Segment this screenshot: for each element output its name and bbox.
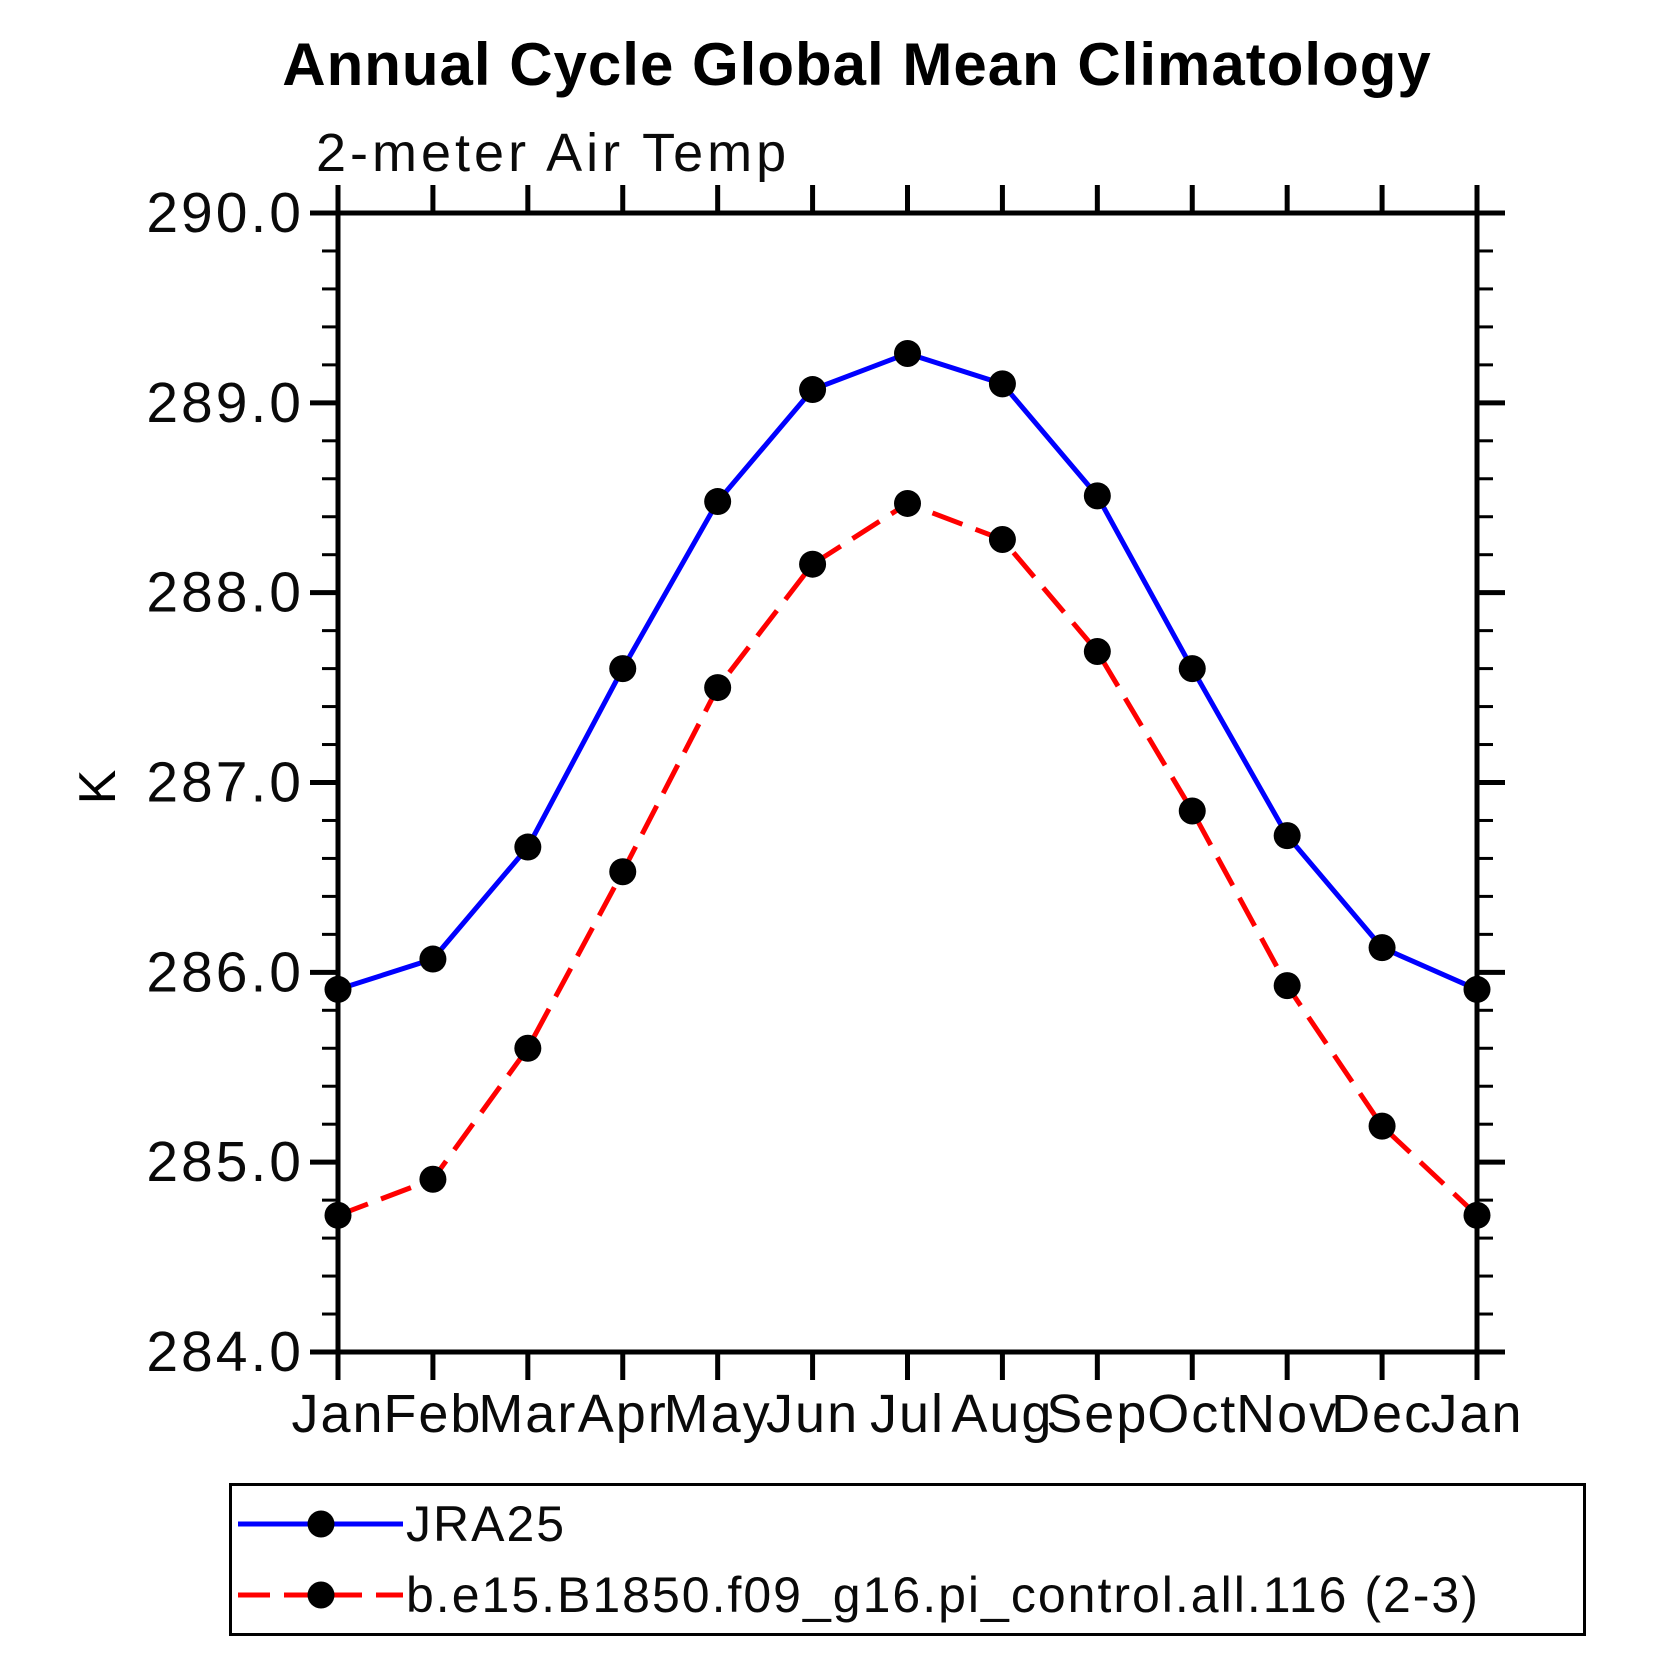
data-point-1-feb-1 (419, 1165, 447, 1193)
data-point-1-nov-10 (1273, 972, 1301, 1000)
chart-subtitle: 2-meter Air Temp (316, 123, 791, 183)
data-point-1-oct-9 (1178, 797, 1206, 825)
data-point-0-apr-3 (609, 655, 637, 683)
x-tick-label: Sep (1046, 1384, 1148, 1444)
chart-title: Annual Cycle Global Mean Climatology (282, 31, 1432, 98)
x-tick-label: May (664, 1384, 772, 1444)
y-tick-label: 286.0 (146, 940, 304, 1004)
data-point-1-mar-2 (514, 1034, 542, 1062)
x-tick-label: Jan (291, 1384, 384, 1444)
legend-item-model: b.e15.B1850.f09_g16.pi_control.all.116 (… (232, 1561, 1583, 1629)
y-tick-label: 287.0 (146, 751, 304, 815)
data-point-1-aug-7 (988, 526, 1016, 554)
data-point-0-mar-2 (514, 833, 542, 861)
x-tick-label: Apr (578, 1384, 668, 1444)
x-tick-label: Jul (870, 1384, 945, 1444)
plot-frame (335, 210, 1480, 1355)
y-tick-label: 289.0 (146, 371, 304, 435)
x-tick-label: Nov (1236, 1384, 1338, 1444)
data-point-0-sep-8 (1083, 482, 1111, 510)
x-tick-label: Dec (1331, 1384, 1433, 1444)
x-tick-label: Jan (1430, 1384, 1523, 1444)
data-point-0-aug-7 (988, 370, 1016, 398)
y-tick-label: 290.0 (146, 181, 304, 245)
data-point-1-sep-8 (1083, 638, 1111, 666)
legend-marker-sample-0 (307, 1510, 335, 1538)
data-point-0-may-4 (704, 488, 732, 516)
y-tick-label: 288.0 (146, 561, 304, 625)
data-point-0-jul-6 (894, 339, 921, 367)
x-tick-label: Oct (1147, 1384, 1237, 1444)
x-tick-label: Aug (951, 1384, 1053, 1444)
data-point-0-oct-9 (1178, 655, 1206, 683)
x-tick-label: Mar (478, 1384, 577, 1444)
data-point-0-dec-11 (1368, 934, 1396, 962)
x-tick-label: Jun (766, 1384, 859, 1444)
legend-item-jra25: JRA25 (232, 1490, 1583, 1558)
data-point-0-feb-1 (419, 945, 447, 973)
y-tick-label: 284.0 (146, 1320, 304, 1384)
x-tick-label: Feb (383, 1384, 482, 1444)
data-point-0-jun-5 (799, 376, 827, 404)
data-point-1-jan-12 (1463, 1201, 1491, 1229)
data-point-1-jun-5 (799, 550, 827, 578)
data-point-0-nov-10 (1273, 822, 1301, 850)
legend: JRA25 b.e15.B1850.f09_g16.pi_control.all… (229, 1483, 1586, 1636)
data-point-1-dec-11 (1368, 1112, 1396, 1140)
legend-key-line-0 (238, 1510, 403, 1538)
legend-marker-sample-1 (307, 1581, 335, 1609)
data-point-0-jan-0 (324, 975, 352, 1003)
y-tick-label: 285.0 (146, 1130, 304, 1194)
data-point-1-jan-0 (324, 1201, 352, 1229)
data-point-1-apr-3 (609, 858, 637, 886)
data-point-1-may-4 (704, 674, 732, 702)
legend-label-model: b.e15.B1850.f09_g16.pi_control.all.116 (… (406, 1567, 1480, 1624)
legend-label-jra25: JRA25 (406, 1495, 567, 1552)
legend-key-line-1 (238, 1581, 403, 1609)
data-point-1-jul-6 (894, 489, 921, 517)
series-line-0 (337, 350, 1479, 992)
data-point-0-jan-12 (1463, 975, 1491, 1003)
